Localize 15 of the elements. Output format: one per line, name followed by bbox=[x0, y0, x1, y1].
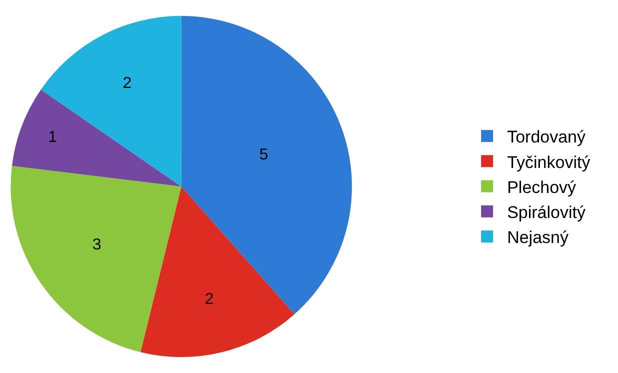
data-label: 5 bbox=[259, 146, 268, 164]
legend-label: Tordovaný bbox=[507, 128, 586, 147]
legend-label: Nejasný bbox=[507, 228, 569, 248]
pie-slice bbox=[181, 16, 352, 314]
legend-label: Plechový bbox=[507, 178, 577, 197]
data-label: 2 bbox=[122, 74, 132, 92]
data-label: 1 bbox=[48, 129, 58, 146]
pie-slice bbox=[40, 16, 182, 186]
legend-label: Spirálovitý bbox=[507, 202, 586, 222]
legend-label: Tyčinkovitý bbox=[507, 152, 591, 172]
data-label: 3 bbox=[92, 236, 102, 254]
pie-slice bbox=[140, 186, 294, 358]
pie-slice bbox=[12, 90, 182, 186]
pie-slice bbox=[10, 166, 182, 352]
data-label: 2 bbox=[204, 291, 214, 308]
